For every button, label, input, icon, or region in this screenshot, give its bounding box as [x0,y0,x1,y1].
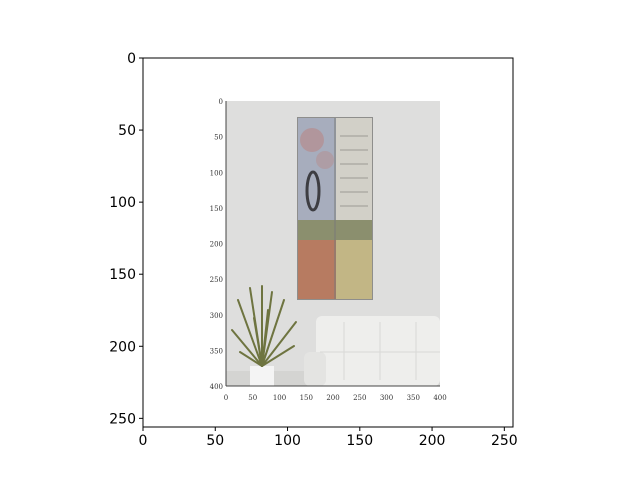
inset-x-tick-label: 0 [224,394,228,402]
inset-tick-labels: 0 50 100 150 200 250 300 350 4000501001502002503… [210,98,447,402]
y-tick-label: 150 [109,267,136,283]
sofa-arm [304,352,326,386]
y-tick-label: 0 [127,51,136,67]
axes-frame [142,57,514,428]
x-tick-label: 100 [274,433,301,449]
x-tick-label: 150 [346,433,373,449]
y-tick-label: 250 [109,411,136,427]
inset-x-tick-label: 400 [433,394,446,402]
x-tick-label: 0 [139,433,148,449]
inset-x-tick-label: 150 [300,394,313,402]
inset-x-tick-label: 200 [326,394,339,402]
plant-leaf [261,321,297,367]
plant-leaf [261,309,269,367]
inset-y-tick-label: 250 [210,276,223,284]
inset-y-tick-label: 50 [214,134,223,142]
inset-x-tick-label: 350 [407,394,420,402]
inset-y-tick-label: 150 [210,205,223,213]
art-panel-gold [336,240,372,299]
plant-leaf [239,351,263,367]
x-tick-label: 200 [419,433,446,449]
y-tick-label: 100 [109,195,136,211]
inset-y-tick-label: 0 [219,98,223,106]
x-tick-label: 250 [491,433,518,449]
inset-y-tick-label: 300 [210,312,223,320]
art-blossom [300,128,324,152]
y-axis: 0 50 100 150 200 250 [109,51,143,427]
x-tick-label: 50 [206,433,224,449]
inset-y-tick-label: 100 [210,169,223,177]
plant-pot [250,366,274,386]
inset-x-tick-label: 100 [273,394,286,402]
inset-y-tick-label: 200 [210,241,223,249]
art-blossom [316,151,334,169]
plant-leaf [237,299,263,367]
inset-y-tick-label: 350 [210,347,223,355]
inset-photo [225,101,440,387]
x-axis: 0 50 100 150 200 250 [139,427,518,449]
plant-leaf [231,329,263,367]
sofa [316,316,440,386]
art-ring [305,170,321,212]
inset-x-tick-label: 50 [248,394,257,402]
plant-leaf [261,299,285,367]
art-panel-copper [298,240,336,299]
plant-leaf [253,317,263,367]
y-tick-label: 50 [118,123,136,139]
art-panel-building [336,118,372,220]
inset-x-tick-label: 300 [380,394,393,402]
inset-x-tick-label: 250 [353,394,366,402]
y-tick-label: 200 [109,339,136,355]
plant-leaf [261,345,295,367]
inset-y-tick-label: 400 [210,383,223,391]
